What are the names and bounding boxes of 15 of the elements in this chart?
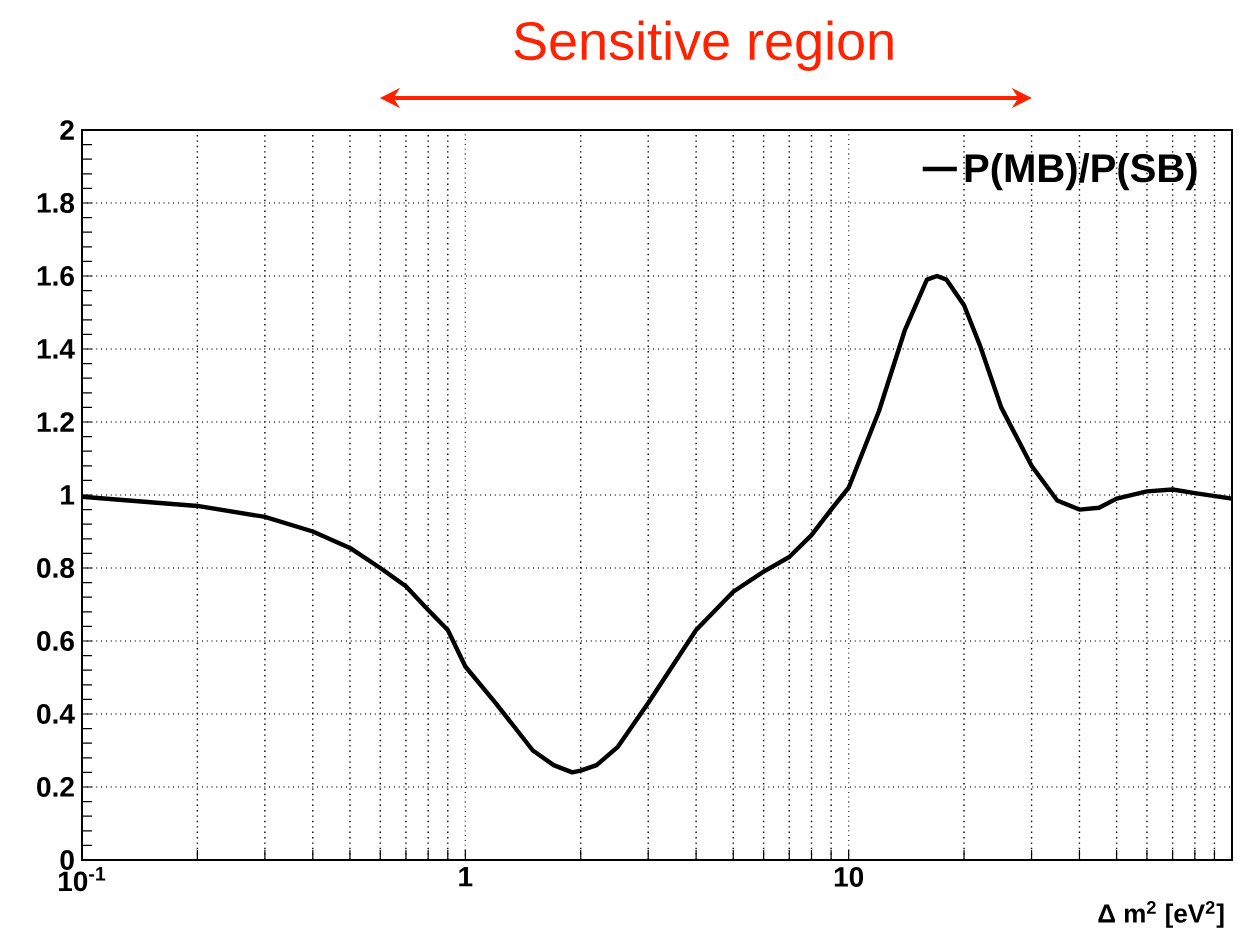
y-tick-label: 0.8 (37, 558, 75, 578)
legend-label: P(MB)/P(SB) (965, 152, 1197, 191)
y-tick-label: 2 (60, 120, 74, 140)
y-tick-label: 0.2 (37, 777, 74, 797)
x-axis-title: Δ m$^{2}$ [eV$^{2}$] (1098, 901, 1224, 928)
x-tick-label: 10 (834, 867, 864, 887)
y-tick-label: 0.4 (37, 704, 75, 724)
y-tick-label: 1.6 (37, 266, 74, 286)
y-tick-label: 1.2 (37, 412, 74, 432)
y-tick-label: 1.4 (37, 339, 75, 359)
x-tick-label: 1 (459, 867, 473, 887)
y-tick-label: 1.8 (37, 193, 75, 213)
y-tick-label: 0.6 (37, 631, 74, 651)
y-tick-label: 1 (61, 485, 75, 505)
text: Sensitive region (514, 20, 893, 71)
